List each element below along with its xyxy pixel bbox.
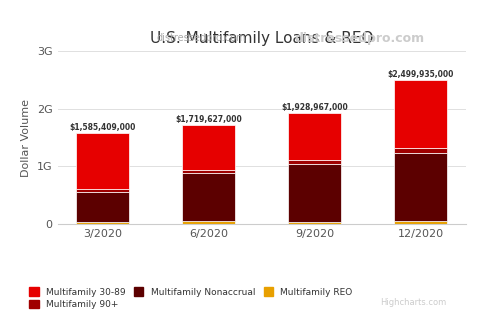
- Bar: [394, 153, 447, 221]
- Bar: [76, 222, 129, 224]
- Bar: [76, 189, 129, 192]
- Bar: [394, 148, 447, 153]
- Bar: [182, 170, 235, 173]
- Text: $1,719,627,000: $1,719,627,000: [175, 115, 242, 124]
- Bar: [394, 221, 447, 224]
- Bar: [76, 133, 129, 189]
- Bar: [182, 173, 235, 221]
- Text: $1,928,967,000: $1,928,967,000: [281, 103, 348, 112]
- Bar: [288, 113, 341, 160]
- Text: Highcharts.com: Highcharts.com: [380, 298, 446, 307]
- Bar: [182, 125, 235, 170]
- Text: distressedpro.com: distressedpro.com: [157, 33, 246, 44]
- Bar: [288, 222, 341, 224]
- Legend: Multifamily 30-89, Multifamily 90+, Multifamily Nonaccrual, Multifamily REO: Multifamily 30-89, Multifamily 90+, Mult…: [29, 287, 353, 309]
- Title: U.S. Multifamily Loans & REO: U.S. Multifamily Loans & REO: [150, 31, 373, 46]
- Bar: [394, 80, 447, 148]
- Bar: [288, 164, 341, 222]
- Y-axis label: Dollar Volume: Dollar Volume: [22, 99, 31, 177]
- Bar: [182, 221, 235, 224]
- Text: distressedpro.com: distressedpro.com: [295, 32, 425, 45]
- Text: $2,499,935,000: $2,499,935,000: [387, 70, 454, 79]
- Text: $1,585,409,000: $1,585,409,000: [70, 123, 136, 132]
- Bar: [288, 160, 341, 164]
- Bar: [76, 192, 129, 222]
